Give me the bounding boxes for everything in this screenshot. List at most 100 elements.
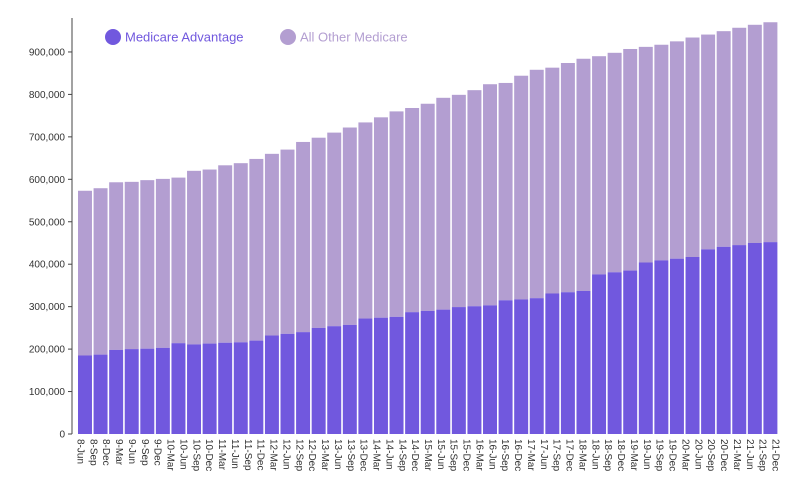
bar-medicare-advantage bbox=[296, 332, 311, 434]
bar-all-other-medicare bbox=[311, 137, 326, 328]
x-tick-label: 17-Sep bbox=[551, 439, 562, 472]
bar-all-other-medicare bbox=[420, 103, 435, 311]
bar-medicare-advantage bbox=[342, 324, 357, 434]
bar-medicare-advantage bbox=[545, 293, 560, 434]
legend-swatch-all-other-medicare bbox=[280, 29, 296, 45]
bar-medicare-advantage bbox=[78, 355, 92, 434]
bar-all-other-medicare bbox=[529, 69, 544, 299]
bar-all-other-medicare bbox=[576, 58, 591, 291]
bar-all-other-medicare bbox=[592, 56, 607, 275]
bar-medicare-advantage bbox=[405, 312, 420, 434]
bar-medicare-advantage bbox=[763, 242, 778, 434]
bar-all-other-medicare bbox=[669, 41, 684, 259]
bar-all-other-medicare bbox=[763, 22, 778, 243]
x-tick-label: 21-Mar bbox=[731, 439, 742, 471]
bars bbox=[78, 22, 778, 434]
x-tick-label: 15-Dec bbox=[461, 439, 472, 471]
bar-all-other-medicare bbox=[358, 122, 373, 319]
x-tick-label: 13-Sep bbox=[345, 439, 356, 472]
bar-medicare-advantage bbox=[732, 245, 747, 434]
bar-all-other-medicare bbox=[373, 117, 388, 318]
legend: Medicare Advantage All Other Medicare bbox=[105, 29, 408, 45]
bar-all-other-medicare bbox=[498, 82, 513, 301]
bar-all-other-medicare bbox=[545, 67, 560, 294]
bar-medicare-advantage bbox=[155, 347, 170, 434]
bar-all-other-medicare bbox=[171, 177, 186, 344]
x-tick-label: 11-Sep bbox=[242, 439, 253, 471]
x-tick-label: 8-Sep bbox=[87, 439, 98, 466]
x-tick-label: 17-Mar bbox=[525, 439, 536, 471]
bar-medicare-advantage bbox=[264, 335, 279, 434]
x-tick-label: 12-Mar bbox=[268, 439, 279, 471]
bar-medicare-advantage bbox=[202, 343, 217, 434]
bar-medicare-advantage bbox=[233, 342, 248, 434]
bar-medicare-advantage bbox=[716, 246, 731, 434]
bar-medicare-advantage bbox=[451, 307, 466, 434]
bar-all-other-medicare bbox=[623, 48, 638, 271]
bar-medicare-advantage bbox=[685, 256, 700, 434]
bar-medicare-advantage bbox=[498, 300, 513, 434]
y-tick-label: 700,000 bbox=[29, 132, 66, 143]
bar-all-other-medicare bbox=[732, 27, 747, 246]
bar-all-other-medicare bbox=[514, 75, 529, 300]
x-tick-label: 13-Jun bbox=[332, 439, 343, 470]
bar-all-other-medicare bbox=[109, 182, 124, 350]
bar-medicare-advantage bbox=[483, 305, 497, 434]
bar-medicare-advantage bbox=[701, 249, 716, 434]
x-axis-ticks: 8-Jun 8-Sep 8-Dec 9-Mar 9-Jun 9-Sep 9-Dec 10-Ma… bbox=[75, 439, 781, 472]
bar-all-other-medicare bbox=[327, 132, 342, 327]
x-tick-label: 19-Sep bbox=[654, 439, 665, 472]
bar-medicare-advantage bbox=[747, 242, 762, 434]
bar-medicare-advantage bbox=[576, 290, 591, 434]
bar-medicare-advantage bbox=[514, 299, 529, 434]
bar-all-other-medicare bbox=[389, 111, 404, 317]
x-tick-label: 14-Dec bbox=[409, 439, 420, 471]
bar-all-other-medicare bbox=[187, 170, 202, 345]
y-tick-label: 100,000 bbox=[29, 387, 66, 398]
y-tick-label: 500,000 bbox=[29, 217, 66, 228]
bar-medicare-advantage bbox=[638, 262, 653, 434]
bar-all-other-medicare bbox=[451, 94, 466, 308]
x-tick-label: 10-Sep bbox=[190, 439, 201, 472]
bar-all-other-medicare bbox=[467, 90, 482, 307]
x-tick-label: 20-Mar bbox=[679, 439, 690, 471]
x-tick-label: 15-Sep bbox=[448, 439, 459, 472]
bar-medicare-advantage bbox=[140, 348, 155, 434]
bar-medicare-advantage bbox=[373, 317, 388, 434]
bar-medicare-advantage bbox=[358, 318, 373, 434]
x-tick-label: 21-Jun bbox=[744, 439, 755, 470]
bar-medicare-advantage bbox=[467, 306, 482, 434]
x-tick-label: 16-Mar bbox=[473, 439, 484, 471]
bar-all-other-medicare bbox=[296, 141, 311, 333]
x-tick-label: 8-Jun bbox=[75, 439, 86, 464]
x-tick-label: 18-Dec bbox=[615, 439, 626, 471]
x-tick-label: 10-Dec bbox=[203, 439, 214, 471]
x-tick-label: 19-Mar bbox=[628, 439, 639, 471]
bar-medicare-advantage bbox=[592, 274, 607, 434]
x-tick-label: 19-Jun bbox=[641, 439, 652, 470]
x-tick-label: 20-Jun bbox=[692, 439, 703, 470]
x-tick-label: 13-Dec bbox=[358, 439, 369, 471]
x-tick-label: 13-Mar bbox=[319, 439, 330, 471]
bar-medicare-advantage bbox=[187, 344, 202, 434]
bar-all-other-medicare bbox=[233, 163, 248, 343]
x-tick-label: 16-Dec bbox=[512, 439, 523, 471]
y-tick-label: 300,000 bbox=[29, 302, 66, 313]
x-tick-label: 12-Dec bbox=[306, 439, 317, 471]
bar-medicare-advantage bbox=[654, 260, 669, 434]
bar-all-other-medicare bbox=[607, 52, 622, 273]
bar-all-other-medicare bbox=[436, 97, 451, 310]
x-tick-label: 10-Jun bbox=[177, 439, 188, 470]
x-tick-label: 20-Dec bbox=[718, 439, 729, 471]
bar-all-other-medicare bbox=[560, 62, 575, 293]
x-tick-label: 8-Dec bbox=[100, 439, 111, 466]
bar-all-other-medicare bbox=[249, 158, 264, 341]
bar-medicare-advantage bbox=[389, 316, 404, 434]
x-tick-label: 17-Dec bbox=[564, 439, 575, 471]
x-tick-label: 9-Mar bbox=[113, 439, 124, 466]
x-tick-label: 16-Jun bbox=[486, 439, 497, 470]
bar-medicare-advantage bbox=[607, 272, 622, 434]
x-tick-label: 17-Jun bbox=[538, 439, 549, 470]
x-tick-label: 9-Jun bbox=[126, 439, 137, 464]
